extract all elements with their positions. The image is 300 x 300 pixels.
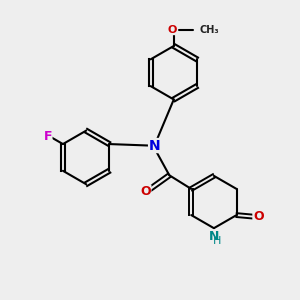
Text: O: O [140,185,151,198]
Text: O: O [253,210,264,223]
Text: N: N [148,139,160,152]
Text: CH₃: CH₃ [200,25,220,34]
Text: F: F [44,130,52,143]
Text: O: O [168,25,177,34]
Text: H: H [213,236,222,246]
Text: N: N [209,230,219,243]
